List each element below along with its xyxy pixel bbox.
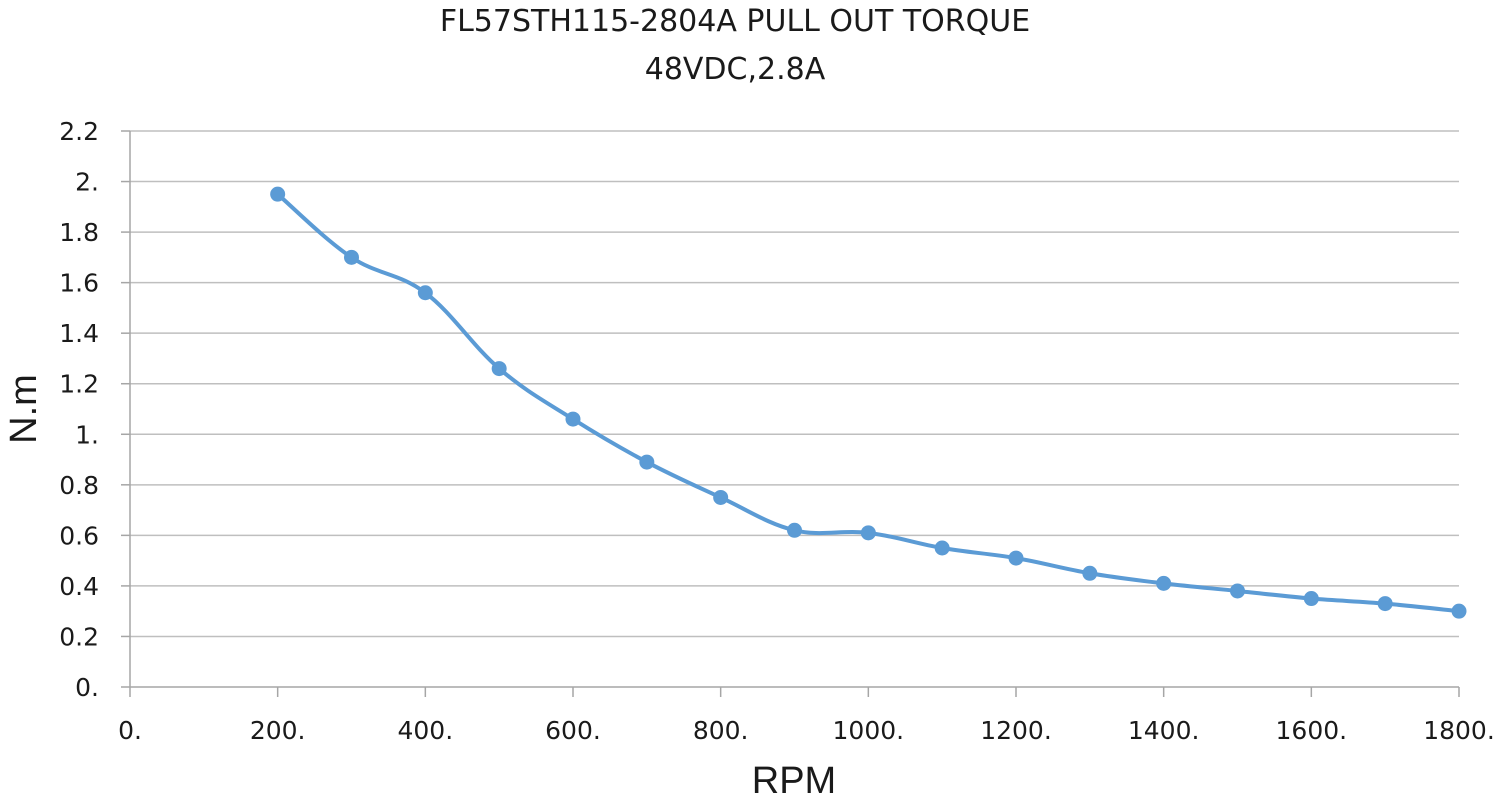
x-tick-label: 1200. (980, 716, 1052, 745)
data-point (639, 454, 655, 470)
data-point (1008, 550, 1024, 566)
data-point (344, 249, 359, 265)
data-point (934, 540, 950, 556)
y-axis-title: N.m (3, 374, 45, 444)
y-tick-label: 2. (75, 168, 99, 197)
data-point (565, 411, 581, 427)
data-point (860, 525, 876, 541)
y-tick-label: 1.4 (59, 319, 99, 348)
y-tick-label: 0.4 (59, 572, 99, 601)
series-line (275, 192, 1461, 614)
y-tick-label: 0.8 (59, 471, 99, 500)
chart-title-line-2: 48VDC,2.8A (645, 52, 826, 87)
x-tick-label: 1400. (1128, 716, 1200, 745)
y-tick-label: 2.2 (59, 117, 99, 146)
data-point (1451, 603, 1467, 619)
x-tick-label: 600. (545, 716, 601, 745)
data-point (1230, 583, 1245, 599)
x-tick-label: 200. (250, 716, 306, 745)
gridlines (130, 130, 1459, 638)
x-tick-label: 1600. (1276, 716, 1348, 745)
y-tick-label: 1.8 (59, 218, 99, 247)
x-tick-label: 400. (397, 716, 453, 745)
data-point (417, 285, 433, 301)
data-point (1377, 596, 1393, 612)
chart-title: FL57STH115-2804A PULL OUT TORQUE 48VDC,2… (440, 4, 1030, 87)
data-point (787, 522, 802, 538)
y-tick-label: 1.6 (59, 269, 99, 298)
data-point (1082, 565, 1098, 581)
x-tick-label: 1800. (1423, 716, 1495, 745)
data-point (1156, 575, 1172, 591)
data-point (1303, 591, 1319, 607)
x-axis-title: RPM (752, 760, 836, 800)
y-tick-label: 1. (75, 420, 99, 449)
data-point (270, 186, 286, 202)
axes (121, 130, 1460, 697)
y-tick-label: 1.2 (59, 370, 99, 399)
y-tick-label: 0.6 (59, 521, 99, 550)
x-tick-label: 0. (118, 716, 142, 745)
data-series (270, 186, 1467, 619)
x-tick-label: 800. (693, 716, 749, 745)
y-tick-labels: 0. 0.2 0.4 0.6 0.8 1. 1.2 1.4 1.6 1.8 2. 2.2 (59, 117, 99, 702)
x-tick-label: 1000. (833, 716, 905, 745)
data-point (713, 489, 729, 505)
y-tick-label: 0. (75, 673, 99, 702)
data-point (491, 361, 507, 377)
y-tick-label: 0.2 (59, 622, 99, 651)
chart-title-line-1: FL57STH115-2804A PULL OUT TORQUE (440, 4, 1030, 39)
x-tick-labels: 0. 200. 400. 600. 800. 1000. 1200. 1400. 1600. 18… (118, 716, 1495, 745)
